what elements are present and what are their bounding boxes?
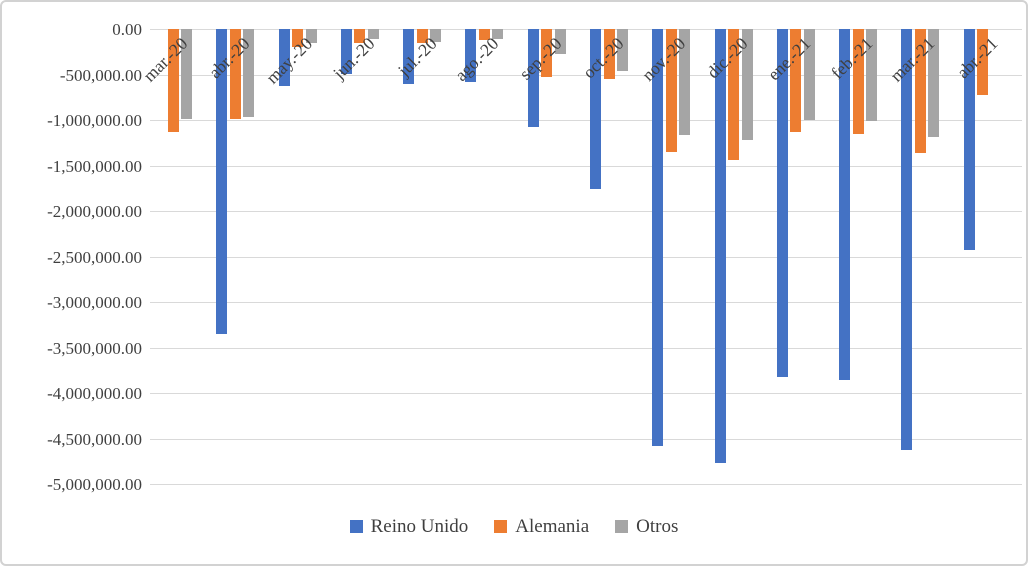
y-axis-label: -2,000,000.00 xyxy=(47,202,142,221)
legend-label: Otros xyxy=(636,516,679,537)
bar-reino-unido-ago-20[interactable] xyxy=(465,29,477,82)
bar-otros-jul-20[interactable] xyxy=(430,29,442,43)
y-axis-label: -4,500,000.00 xyxy=(47,429,142,449)
bar-otros-feb-21[interactable] xyxy=(866,29,878,121)
gridline xyxy=(150,347,1022,349)
bar-reino-unido-feb-21[interactable] xyxy=(839,29,851,381)
bar-otros-dic-20[interactable] xyxy=(741,29,753,141)
bar-otros-mar-21[interactable] xyxy=(928,29,940,138)
bar-otros-abr-20[interactable] xyxy=(243,29,255,118)
bar-alemania-ago-20[interactable] xyxy=(478,29,490,41)
legend: Reino Unido Alemania Otros xyxy=(2,517,1026,536)
gridline xyxy=(150,302,1022,303)
bar-reino-unido-dic-20[interactable] xyxy=(714,29,726,464)
bar-reino-unido-oct-20[interactable] xyxy=(590,29,601,190)
gridline xyxy=(150,211,1022,212)
bar-alemania-abr-21[interactable] xyxy=(977,29,989,96)
y-axis-label: 0.00 xyxy=(112,20,142,39)
bar-reino-unido-jun-20[interactable] xyxy=(340,29,352,74)
bar-otros-jun-20[interactable] xyxy=(367,29,379,39)
x-axis-label: ago.-20 xyxy=(451,33,503,85)
bar-reino-unido-may-20[interactable] xyxy=(278,29,290,87)
bar-reino-unido-abr-20[interactable] xyxy=(216,29,228,334)
bar-otros-ene-21[interactable] xyxy=(803,29,815,120)
bar-alemania-ene-21[interactable] xyxy=(790,29,802,132)
bar-reino-unido-sep-20[interactable] xyxy=(527,29,539,128)
bar-otros-oct-20[interactable] xyxy=(617,29,628,72)
bar-reino-unido-nov-20[interactable] xyxy=(652,29,664,446)
bar-alemania-oct-20[interactable] xyxy=(603,29,615,79)
legend-item-otros[interactable]: Otros xyxy=(615,517,678,536)
legend-item-reino-unido[interactable]: Reino Unido xyxy=(349,516,469,537)
bar-alemania-feb-21[interactable] xyxy=(852,29,864,134)
bar-reino-unido-jul-20[interactable] xyxy=(403,29,415,84)
legend-swatch-icon xyxy=(494,520,508,533)
bar-alemania-jul-20[interactable] xyxy=(416,29,428,43)
gridline xyxy=(150,484,1022,485)
bar-otros-ago-20[interactable] xyxy=(492,29,504,40)
bar-alemania-sep-20[interactable] xyxy=(541,29,553,78)
bar-alemania-jun-20[interactable] xyxy=(354,29,366,43)
gridline xyxy=(150,74,1022,76)
bar-alemania-mar-21[interactable] xyxy=(914,29,926,153)
y-axis-label: -3,500,000.00 xyxy=(47,338,142,358)
legend-swatch-icon xyxy=(615,520,629,533)
bar-alemania-nov-20[interactable] xyxy=(665,29,677,152)
legend-item-alemania[interactable]: Alemania xyxy=(494,517,589,536)
bar-alemania-abr-20[interactable] xyxy=(229,29,241,120)
bar-alemania-dic-20[interactable] xyxy=(728,29,740,161)
bar-reino-unido-abr-21[interactable] xyxy=(963,29,975,251)
x-axis-label: jul.-20 xyxy=(393,33,441,81)
bar-otros-nov-20[interactable] xyxy=(679,29,691,136)
y-axis-label: -3,000,000.00 xyxy=(47,293,142,312)
y-axis-label: -1,500,000.00 xyxy=(47,156,142,176)
y-axis-label: -4,000,000.00 xyxy=(47,384,142,403)
bar-otros-mar-20[interactable] xyxy=(181,29,192,120)
bar-otros-sep-20[interactable] xyxy=(554,29,566,54)
bar-otros-may-20[interactable] xyxy=(305,29,317,43)
bar-alemania-may-20[interactable] xyxy=(292,29,304,48)
bar-reino-unido-ene-21[interactable] xyxy=(776,29,788,377)
y-axis-label: -500,000.00 xyxy=(59,65,142,85)
bar-alemania-mar-20[interactable] xyxy=(167,29,179,132)
legend-label: Reino Unido xyxy=(370,516,469,537)
gridline xyxy=(150,29,1022,30)
legend-swatch-icon xyxy=(349,520,363,533)
y-axis-label: -2,500,000.00 xyxy=(47,247,142,267)
gridline xyxy=(150,256,1022,258)
y-axis-label: -1,000,000.00 xyxy=(47,111,142,130)
y-axis-label: -5,000,000.00 xyxy=(47,475,142,494)
legend-label: Alemania xyxy=(515,516,590,537)
gridline xyxy=(150,165,1022,167)
gridline xyxy=(150,120,1022,121)
gridline xyxy=(150,393,1022,394)
bar-reino-unido-mar-21[interactable] xyxy=(901,29,913,451)
gridline xyxy=(150,438,1022,440)
